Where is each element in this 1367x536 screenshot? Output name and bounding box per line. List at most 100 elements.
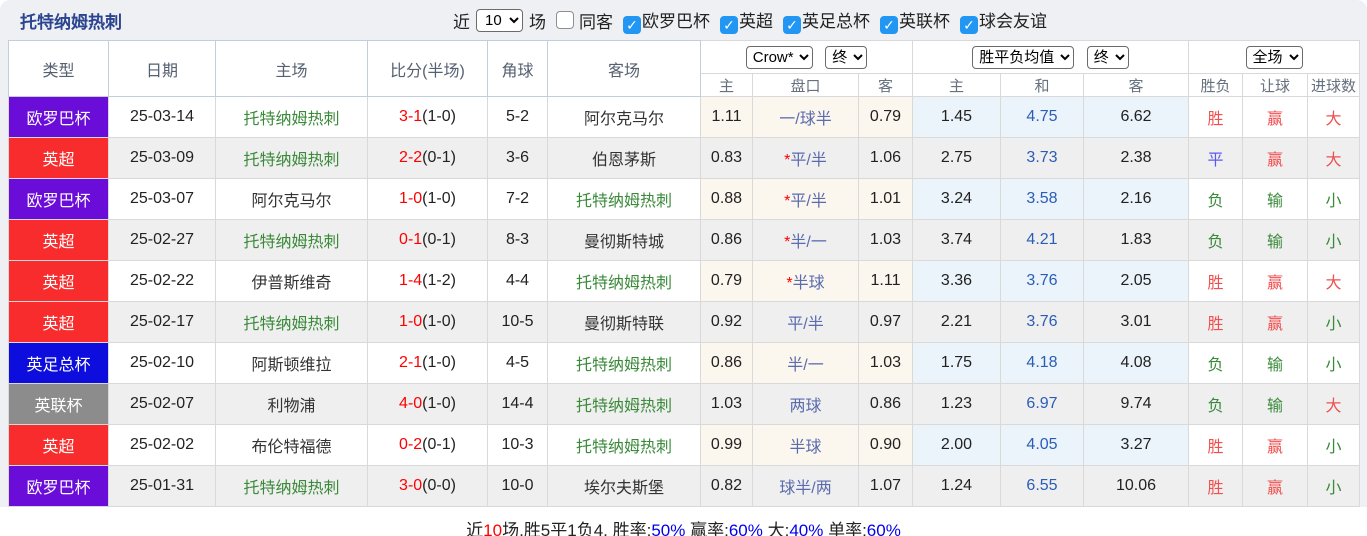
star-mark: * [786, 275, 793, 292]
mean-away: 3.01 [1082, 301, 1190, 343]
mean-draw: 3.73 [1000, 137, 1084, 179]
handicap-cell: *半/一 [752, 219, 859, 261]
home-team-name: 托特纳姆热刺 [243, 480, 340, 497]
handicap-result: 赢 [1242, 260, 1309, 302]
filter-checkbox-0[interactable]: ✓ [623, 15, 641, 34]
fulltime-score: 1-0 [399, 313, 423, 330]
goals-result: 大 [1307, 96, 1361, 138]
odds-home: 0.99 [700, 424, 753, 466]
corners-cell: 8-3 [487, 219, 548, 261]
match-type-badge: 欧罗巴杯 [8, 178, 109, 220]
home-team: 托特纳姆热刺 [215, 301, 368, 343]
odds-away: 0.79 [858, 96, 913, 138]
score-cell: 2-1(1-0) [367, 342, 488, 384]
summary-line: 近10场,胜5平1负4, 胜率:50% 赢率:60% 大:40% 单率:60% [0, 507, 1367, 536]
wdl-result: 胜 [1188, 301, 1244, 343]
col-header-odds-home: 主 [700, 73, 753, 97]
away-team-name: 伯恩茅斯 [591, 152, 656, 169]
fulltime-score: 3-1 [399, 108, 423, 125]
same-away-checkbox[interactable] [556, 11, 574, 29]
fulltime-score: 3-0 [399, 477, 423, 494]
matches-count-select[interactable]: 10 [476, 8, 523, 32]
matches-suffix-label: 场 [529, 12, 546, 32]
home-team-name: 伊普斯维奇 [251, 275, 332, 292]
away-team: 伯恩茅斯 [547, 137, 701, 179]
match-date: 25-02-10 [108, 342, 216, 384]
handicap-text: 半球 [792, 275, 825, 292]
mean-draw: 6.55 [1000, 465, 1084, 507]
halftime-score: (0-1) [422, 436, 456, 453]
home-team-name: 阿尔克马尔 [251, 193, 332, 210]
corners-cell: 7-2 [487, 178, 548, 220]
summary-segment: 10 [483, 521, 503, 536]
table-row: 欧罗巴杯 25-03-07 阿尔克马尔 1-0(1-0) 7-2 托特纳姆热刺 0.88 *平… [8, 178, 1361, 220]
wdl-result: 胜 [1188, 96, 1244, 138]
odds-away: 0.90 [858, 424, 913, 466]
away-team: 托特纳姆热刺 [547, 424, 701, 466]
wdl-result: 胜 [1188, 260, 1244, 302]
away-team-name: 托特纳姆热刺 [575, 439, 672, 456]
star-mark: * [784, 152, 791, 169]
goals-result: 小 [1307, 219, 1361, 261]
top-bar: 托特纳姆热刺 近 10 场 同客 ✓ 欧罗巴杯 ✓ 英超 ✓ 英足总杯 ✓ 英联杯 ✓ 球会友谊 [8, 0, 1359, 40]
mean-away: 6.62 [1082, 96, 1190, 138]
odds-company-select[interactable]: Crow* [745, 45, 813, 69]
odds-time-select[interactable]: 终 [825, 45, 868, 69]
filter-checkbox-3[interactable]: ✓ [880, 15, 898, 34]
match-type-badge: 英联杯 [8, 383, 109, 425]
away-team: 托特纳姆热刺 [547, 260, 701, 302]
mean-home: 3.24 [912, 178, 1001, 220]
mean-home: 3.74 [912, 219, 1001, 261]
corners-cell: 14-4 [487, 383, 548, 425]
filter-checkbox-2[interactable]: ✓ [783, 15, 801, 34]
handicap-cell: 半/一 [752, 342, 859, 384]
col-header-mean-draw: 和 [1000, 73, 1084, 97]
match-type-badge: 英超 [8, 219, 109, 261]
handicap-cell: *半球 [752, 260, 859, 302]
filter-checkbox-4[interactable]: ✓ [960, 15, 978, 34]
score-cell: 2-2(0-1) [367, 137, 488, 179]
away-team-name: 曼彻斯特城 [583, 234, 664, 251]
match-date: 25-03-09 [108, 137, 216, 179]
mean-away: 9.74 [1082, 383, 1190, 425]
match-type-badge: 英超 [8, 137, 109, 179]
mean-group-header: 胜平负均值 终 [911, 40, 1190, 74]
away-team: 埃尔夫斯堡 [547, 465, 701, 507]
home-team: 伊普斯维奇 [215, 260, 368, 302]
col-header-goals: 进球数 [1307, 73, 1361, 97]
wdl-result: 负 [1188, 178, 1244, 220]
filter-bar: 近 10 场 同客 ✓ 欧罗巴杯 ✓ 英超 ✓ 英足总杯 ✓ 英联杯 ✓ 球会友谊 [453, 7, 1047, 34]
filter-checkbox-1[interactable]: ✓ [720, 15, 738, 34]
col-header-corners: 角球 [487, 40, 548, 97]
handicap-text: 平/半 [787, 316, 824, 333]
home-team-name: 阿斯顿维拉 [251, 357, 332, 374]
odds-away: 0.86 [858, 383, 913, 425]
match-type-badge: 英超 [8, 260, 109, 302]
odds-away: 1.06 [858, 137, 913, 179]
scope-select[interactable]: 全场 [1245, 45, 1303, 69]
score-cell: 1-0(1-0) [367, 301, 488, 343]
mean-away: 2.16 [1082, 178, 1190, 220]
odds-group-header: Crow* 终 [700, 40, 913, 74]
score-cell: 1-4(1-2) [367, 260, 488, 302]
table-row: 英超 25-02-22 伊普斯维奇 1-4(1-2) 4-4 托特纳姆热刺 0.79 *半球 1… [8, 260, 1361, 302]
odds-away: 1.03 [858, 342, 913, 384]
handicap-result: 赢 [1242, 424, 1309, 466]
odds-home: 0.83 [700, 137, 753, 179]
mean-type-select[interactable]: 胜平负均值 [972, 45, 1075, 69]
col-header-score: 比分(半场) [367, 40, 488, 97]
away-team: 阿尔克马尔 [547, 96, 701, 138]
summary-segment: 60% [728, 521, 763, 536]
mean-draw: 3.76 [1000, 260, 1084, 302]
filter-item: ✓ 欧罗巴杯 [613, 12, 710, 34]
table-row: 英超 25-02-27 托特纳姆热刺 0-1(0-1) 8-3 曼彻斯特城 0.86 *半/一… [8, 219, 1361, 261]
odds-away: 0.97 [858, 301, 913, 343]
match-date: 25-02-17 [108, 301, 216, 343]
odds-home: 0.86 [700, 219, 753, 261]
home-team-name: 托特纳姆热刺 [243, 111, 340, 128]
mean-time-select[interactable]: 终 [1086, 45, 1129, 69]
handicap-cell: 两球 [752, 383, 859, 425]
home-team: 托特纳姆热刺 [215, 219, 368, 261]
match-date: 25-02-27 [108, 219, 216, 261]
col-header-date: 日期 [108, 40, 216, 97]
